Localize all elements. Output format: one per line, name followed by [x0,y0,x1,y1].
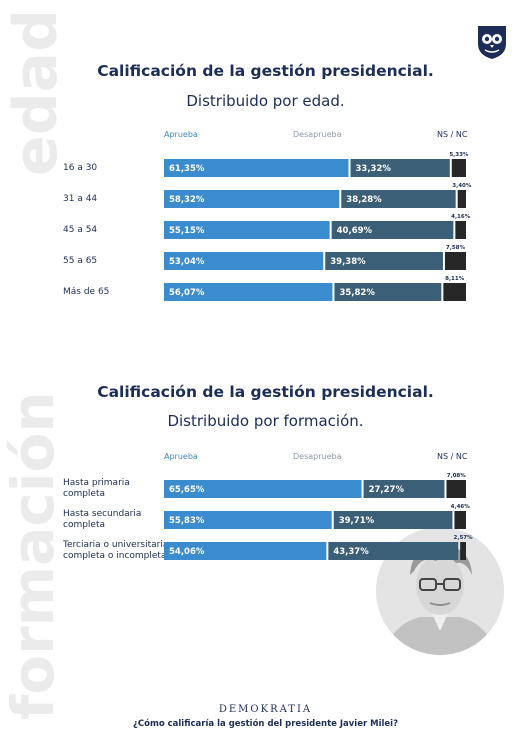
owl-logo-icon [478,26,506,59]
chart-2-category-label: Terciaria o universitaria completa o inco… [63,540,168,562]
chart-1-category-label: 16 a 30 [63,163,97,174]
chart-2-data-label: 54,06% [169,547,205,557]
chart-2-data-label: 27,27% [369,485,405,495]
chart-1-bar-ns-nc [455,221,466,239]
chart-1-category-label: Más de 65 [63,287,109,298]
chart-1-bar-desaprueba [331,221,454,239]
chart-1-data-label: 53,04% [169,257,205,267]
chart-2-data-label: 7,08% [447,473,467,479]
chart-1-bar-aprueba [164,159,349,177]
chart-1-category-label: 55 a 65 [63,256,97,267]
chart-2-data-label: 2,57% [454,535,474,541]
category-label-line: completa [63,489,106,499]
chart-1-bar-ns-nc [451,159,466,177]
chart-2-bar-aprueba [164,511,332,529]
chart-1-data-label: 7,58% [446,245,466,251]
category-label-line: Más de 65 [63,286,110,297]
chart-1-bar-ns-nc [444,252,466,270]
chart-2-bar-ns-nc [460,542,466,560]
chart-1-bar-aprueba [164,283,333,301]
category-label-line: 45 a 54 [63,224,98,235]
chart-1-title: Calificación de la gestión presidencial. [97,62,434,80]
chart-1-bar-desaprueba [325,252,443,270]
chart-1-bar-ns-nc [443,283,466,301]
chart-2-bar-ns-nc [454,511,466,529]
chart-1-subtitle: Distribuido por edad. [186,92,345,110]
chart-2-bar-desaprueba [363,480,445,498]
chart-2-bar-aprueba [164,542,327,560]
category-label-line: Hasta primaria [63,478,130,488]
chart-1-bar-aprueba [164,252,324,270]
chart-2-bar-ns-nc [446,480,466,498]
category-label-line: 31 a 44 [63,193,98,204]
chart-1-data-label: 3,40% [452,183,472,189]
chart-1-bar-desaprueba [334,283,442,301]
category-label-line: 55 a 65 [63,255,98,266]
category-label-line: Terciaria o universitaria [63,540,169,550]
chart-1-data-label: 39,38% [330,257,366,267]
chart-1-data-label: 58,32% [169,195,205,205]
chart-2-legend-ns-nc: NS / NC [437,452,468,461]
footer-question: ¿Cómo calificaría la gestión del preside… [132,719,399,729]
chart-2-legend-aprueba: Aprueba [164,452,198,461]
chart-2-data-label: 43,37% [333,547,369,557]
footer-brand: DEMOKRATIA [218,704,313,715]
chart-2-title: Calificación de la gestión presidencial. [97,383,434,401]
chart-2-bar-desaprueba [333,511,453,529]
chart-1-data-label: 55,15% [169,226,205,236]
chart-1-bar-aprueba [164,221,330,239]
chart-1-legend-ns-nc: NS / NC [437,130,468,139]
chart-2-subtitle: Distribuido por formación. [167,412,364,430]
chart-1-data-label: 38,28% [346,195,382,205]
category-label-line: Hasta secundaria [63,509,142,519]
chart-2-data-label: 55,83% [169,516,205,526]
chart-2-bar-desaprueba [328,542,459,560]
chart-2-category-label: Hasta secundaria completa [63,509,141,531]
chart-1-category-label: 31 a 44 [63,194,97,205]
chart-1-data-label: 8,11% [445,276,465,282]
chart-1-data-label: 56,07% [169,288,205,298]
chart-1-bar-aprueba [164,190,340,208]
chart-2-data-label: 4,46% [451,504,471,510]
chart-2-bar-aprueba [164,480,362,498]
chart-1-legend-desaprueba: Desaprueba [293,130,342,139]
category-label-line: completa [63,520,106,530]
chart-2-category-label: Hasta primaria completa [63,478,130,500]
chart-1-data-label: 61,35% [169,164,205,174]
chart-1-data-label: 33,32% [356,164,392,174]
chart-1-data-label: 35,82% [339,288,375,298]
chart-2-data-label: 65,65% [169,485,205,495]
chart-2-data-label: 39,71% [339,516,375,526]
category-label-line: completa o incompleta [63,551,167,561]
chart-1-category-label: 45 a 54 [63,225,97,236]
chart-1-data-label: 5,33% [449,152,469,158]
chart-1-data-label: 4,16% [451,214,471,220]
chart-1-bar-ns-nc [457,190,466,208]
category-label-line: 16 a 30 [63,162,98,173]
chart-2-legend-desaprueba: Desaprueba [293,452,342,461]
chart-1-legend-aprueba: Aprueba [164,130,198,139]
chart-1-data-label: 40,69% [337,226,373,236]
chart-1-bar-desaprueba [350,159,450,177]
chart-1-bar-desaprueba [341,190,456,208]
